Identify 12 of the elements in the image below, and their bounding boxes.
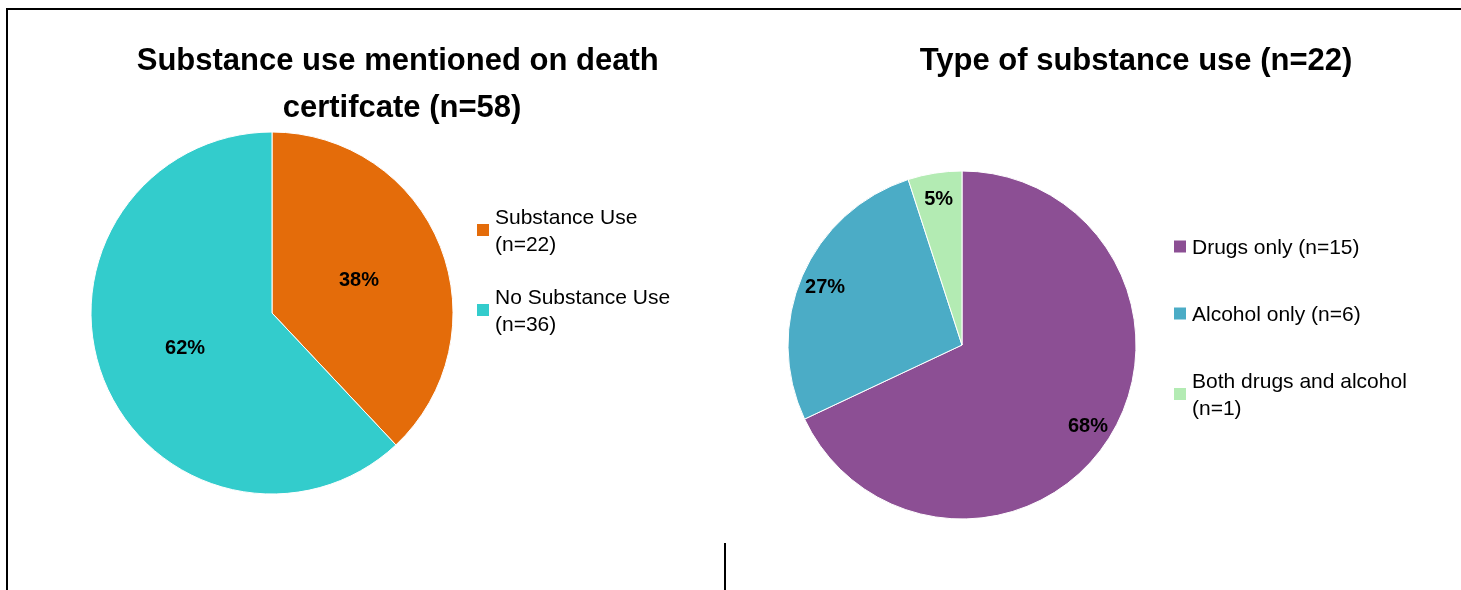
data-label: 27%: [805, 274, 846, 297]
data-label: 62%: [165, 336, 206, 359]
chart-title: Type of substance use (n=22): [919, 42, 1353, 77]
data-label: 5%: [924, 186, 954, 209]
legend-label: Substance Use (n=22): [495, 205, 638, 255]
data-label: 38%: [338, 267, 380, 290]
legend-label: Drugs only (n=15): [1192, 235, 1360, 258]
data-label: 68%: [1067, 413, 1109, 436]
legend-label: No Substance Use (n=36): [495, 285, 671, 335]
legend-label: Alcohol only (n=6): [1192, 302, 1361, 325]
legend-label: Both drugs and alcohol (n=1): [1192, 369, 1407, 419]
chart-title: Substance use mentioned on death certifcate (n=58): [136, 42, 668, 124]
